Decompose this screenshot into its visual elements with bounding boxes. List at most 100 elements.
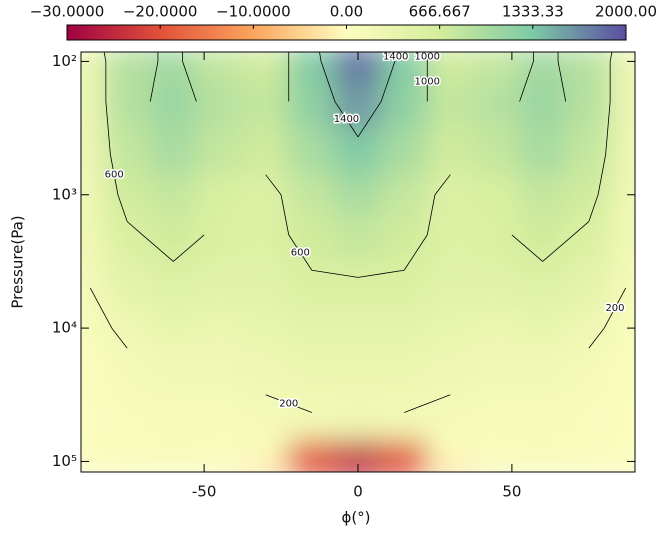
field-cell bbox=[288, 466, 336, 472]
field-cell bbox=[103, 347, 151, 396]
contour-label: 1400 bbox=[334, 114, 359, 125]
field-cell bbox=[565, 466, 613, 472]
field-cell bbox=[288, 56, 336, 82]
field-cell bbox=[195, 80, 244, 129]
field-cell bbox=[426, 260, 474, 309]
field-cell bbox=[380, 52, 428, 58]
y-tick-label: 10⁵ bbox=[52, 452, 77, 470]
field-cell bbox=[426, 80, 474, 129]
contour-label: 200 bbox=[279, 399, 298, 410]
field-cell bbox=[81, 440, 105, 468]
y-tick-label: 10³ bbox=[52, 185, 77, 203]
field-cell bbox=[565, 56, 613, 82]
field-cell bbox=[288, 347, 336, 396]
field-cell bbox=[149, 440, 197, 468]
field-cell bbox=[519, 80, 567, 129]
field-cell bbox=[81, 80, 105, 129]
contour-label: 200 bbox=[605, 303, 624, 314]
field-cell bbox=[149, 80, 197, 129]
field-cell bbox=[380, 127, 428, 176]
field-cell bbox=[334, 174, 382, 216]
colorbar-tick-label: −20.0000 bbox=[123, 3, 198, 21]
field-cell bbox=[472, 214, 521, 262]
field-cell bbox=[380, 56, 428, 82]
field-cell bbox=[380, 260, 428, 309]
field-cell bbox=[242, 307, 290, 349]
field-cell bbox=[242, 214, 290, 262]
field-cell bbox=[334, 80, 382, 129]
field-cell bbox=[565, 260, 613, 309]
field-cell bbox=[81, 52, 105, 58]
field-cell bbox=[472, 174, 521, 216]
field-cell bbox=[288, 394, 336, 442]
field-cell bbox=[288, 127, 336, 176]
field-cell bbox=[611, 80, 635, 129]
field-cell bbox=[472, 52, 521, 58]
y-tick-label: 10⁴ bbox=[52, 319, 77, 337]
field-cell bbox=[565, 347, 613, 396]
field-cell bbox=[103, 394, 151, 442]
field-cell bbox=[81, 174, 105, 216]
colorbar-tick-label: −30.0000 bbox=[30, 3, 105, 21]
field-cell bbox=[81, 394, 105, 442]
field-cell bbox=[242, 174, 290, 216]
field-cell bbox=[288, 307, 336, 349]
contour-label: 1000 bbox=[415, 52, 440, 63]
field-cell bbox=[426, 56, 474, 82]
field-cell bbox=[472, 466, 521, 472]
field-cell bbox=[242, 56, 290, 82]
field-cell bbox=[288, 260, 336, 309]
field-cell bbox=[242, 80, 290, 129]
field-cell bbox=[380, 394, 428, 442]
field-cell bbox=[103, 80, 151, 129]
field-cell bbox=[565, 214, 613, 262]
field-cell bbox=[103, 307, 151, 349]
x-axis-label: ϕ(°) bbox=[341, 509, 370, 527]
y-axis-label: Pressure(Pa) bbox=[9, 215, 27, 308]
colorbar-tick-label: 2000.00 bbox=[595, 3, 657, 21]
x-tick-label: 50 bbox=[502, 483, 521, 501]
field-cell bbox=[149, 214, 197, 262]
field-cell bbox=[472, 440, 521, 468]
field-cell bbox=[149, 307, 197, 349]
field-cell bbox=[81, 347, 105, 396]
field-cell bbox=[242, 52, 290, 58]
field-cell bbox=[149, 52, 197, 58]
field-cell bbox=[519, 394, 567, 442]
field-cell bbox=[195, 466, 244, 472]
field-cell bbox=[519, 174, 567, 216]
field-cell bbox=[519, 214, 567, 262]
field-cell bbox=[611, 307, 635, 349]
field-cell bbox=[149, 260, 197, 309]
field-cell bbox=[519, 127, 567, 176]
field-cell bbox=[519, 52, 567, 58]
field-cell bbox=[519, 440, 567, 468]
field-cell bbox=[242, 394, 290, 442]
y-tick-label: 10² bbox=[52, 52, 77, 70]
contour-line bbox=[149, 52, 567, 102]
field-cell bbox=[472, 347, 521, 396]
field-cell bbox=[472, 307, 521, 349]
field-cell bbox=[565, 174, 613, 216]
field-cell bbox=[611, 466, 635, 472]
field-cell bbox=[426, 127, 474, 176]
field-cell bbox=[565, 394, 613, 442]
field-cell bbox=[242, 440, 290, 468]
field-cell bbox=[334, 127, 382, 176]
field-cell bbox=[242, 347, 290, 396]
field-cell bbox=[149, 347, 197, 396]
field-cell bbox=[149, 127, 197, 176]
colorbar-tick-label: 0.00 bbox=[330, 3, 363, 21]
field-cell bbox=[103, 466, 151, 472]
field-cell bbox=[565, 80, 613, 129]
field-cell bbox=[81, 127, 105, 176]
field-cell bbox=[81, 56, 105, 82]
field-cell bbox=[149, 394, 197, 442]
field-cell bbox=[103, 174, 151, 216]
field-cell bbox=[519, 466, 567, 472]
field-cell bbox=[103, 440, 151, 468]
field-cell bbox=[611, 52, 635, 58]
field-cell bbox=[242, 466, 290, 472]
field-cell bbox=[426, 307, 474, 349]
